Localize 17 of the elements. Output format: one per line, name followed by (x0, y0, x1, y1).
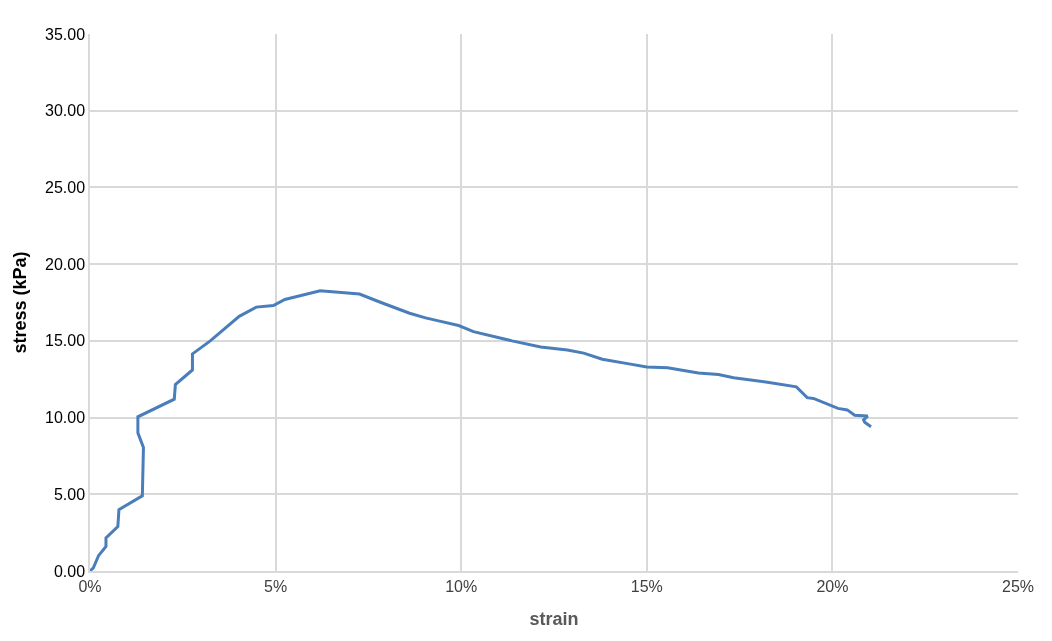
x-axis-title: strain (529, 608, 579, 629)
x-tick-label: 25% (1001, 577, 1035, 595)
y-tick-label: 15.00 (45, 332, 86, 350)
y-tick-label: 0.00 (53, 562, 86, 580)
y-axis-title: stress (kPa) (9, 251, 30, 354)
y-tick-label: 35.00 (45, 25, 86, 43)
y-tick-label: 5.00 (53, 485, 86, 503)
y-tick-label: 10.00 (45, 409, 86, 427)
x-tick-label: 15% (630, 577, 663, 595)
y-tick-label: 30.00 (45, 102, 86, 120)
y-tick-label: 20.00 (45, 255, 86, 273)
x-tick-label: 0% (78, 577, 102, 595)
line-series (90, 289, 873, 571)
x-tick-label: 10% (445, 577, 478, 595)
x-tick-label: 5% (264, 577, 288, 595)
y-tick-label: 25.00 (45, 179, 86, 197)
x-tick-label: 20% (816, 577, 849, 595)
